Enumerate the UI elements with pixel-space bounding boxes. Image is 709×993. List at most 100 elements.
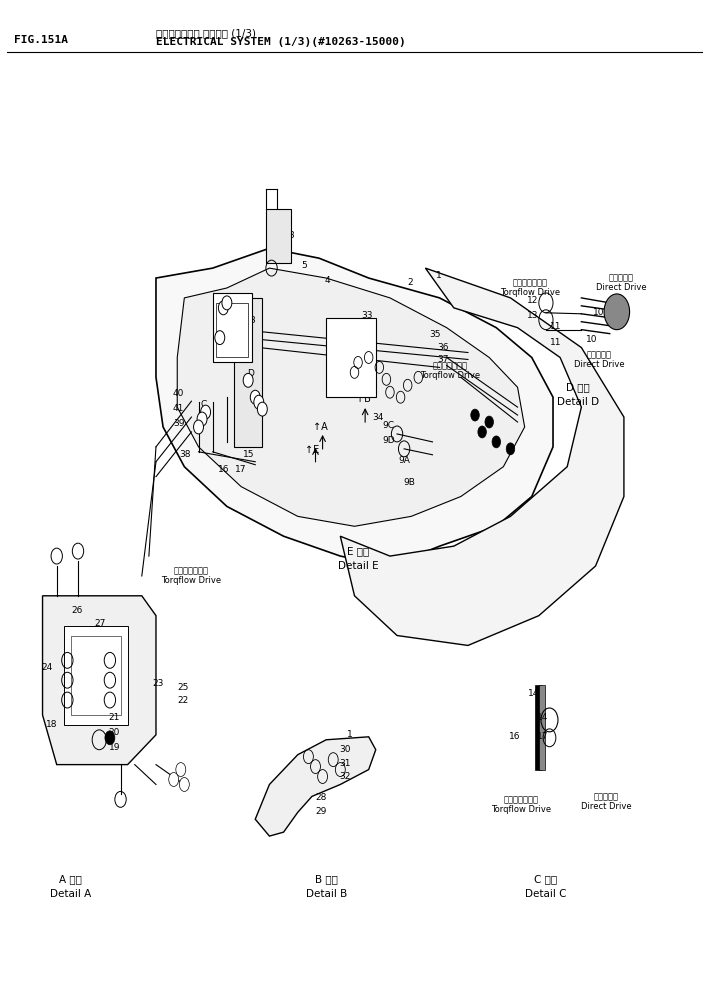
Text: Direct Drive: Direct Drive [581,801,632,811]
Bar [213,293,252,362]
Text: D 詳細: D 詳細 [566,382,590,392]
Text: 41: 41 [173,403,184,413]
Text: クラッチ式: クラッチ式 [608,273,634,283]
Text: 16: 16 [218,465,230,475]
Circle shape [506,443,515,455]
Text: ↑A: ↑A [313,422,328,432]
Text: Detail D: Detail D [557,397,599,407]
Circle shape [218,301,228,315]
Text: 11: 11 [550,338,562,348]
Text: 24: 24 [41,662,52,672]
Circle shape [179,778,189,791]
Text: 1: 1 [436,270,442,280]
Text: Torqflow Drive: Torqflow Drive [420,370,480,380]
Circle shape [194,420,203,434]
Text: ↑E: ↑E [305,445,319,455]
Circle shape [250,390,260,404]
Text: ↑B: ↑B [356,394,370,404]
Text: 34: 34 [372,412,384,422]
Text: 11: 11 [550,322,562,332]
Bar [326,318,376,397]
Circle shape [215,331,225,345]
Text: 10: 10 [593,308,604,318]
Text: 3: 3 [289,230,294,240]
Text: 17: 17 [235,465,247,475]
Bar [71,636,121,715]
Text: 21: 21 [108,713,120,723]
Circle shape [604,294,630,330]
Text: 22: 22 [177,695,189,705]
Text: 17: 17 [537,732,548,742]
Text: Direct Drive: Direct Drive [596,283,647,293]
Bar [535,685,541,770]
Text: Detail E: Detail E [337,561,379,571]
Circle shape [485,416,493,428]
Text: A 詳細: A 詳細 [60,874,82,884]
Circle shape [492,436,501,448]
Circle shape [105,731,115,745]
Text: 23: 23 [152,678,164,688]
Text: 40: 40 [173,388,184,398]
Text: Torqflow Drive: Torqflow Drive [491,804,551,814]
Text: トルクフロー式: トルクフロー式 [432,360,468,370]
Text: 14: 14 [528,688,540,698]
Polygon shape [156,248,553,566]
Text: 35: 35 [430,330,441,340]
Text: 9: 9 [227,344,233,354]
Polygon shape [340,268,624,645]
Bar [234,298,262,447]
Text: Torqflow Drive: Torqflow Drive [501,288,560,298]
Circle shape [478,426,486,438]
Text: 1: 1 [347,730,353,740]
Text: 38: 38 [179,450,191,460]
Text: Detail A: Detail A [50,889,91,899]
Text: 2: 2 [408,277,413,287]
Circle shape [169,773,179,786]
Polygon shape [255,737,376,836]
Text: 5: 5 [301,260,307,270]
Text: B 詳細: B 詳細 [315,874,337,884]
Text: トルクフロー式: トルクフロー式 [513,278,548,288]
Text: 4: 4 [325,275,330,285]
Circle shape [243,373,253,387]
Bar [216,303,248,357]
Text: E 詳細: E 詳細 [347,546,369,556]
Text: トルクフロー式: トルクフロー式 [174,566,209,576]
Text: 29: 29 [316,806,327,816]
Text: クラッチ式: クラッチ式 [586,350,612,359]
Circle shape [471,409,479,421]
Bar [266,209,291,263]
Text: Detail B: Detail B [306,889,347,899]
Text: 10: 10 [586,335,597,345]
Text: 9D: 9D [383,436,396,446]
Text: 8: 8 [227,329,233,339]
Text: 16: 16 [509,732,520,742]
Text: 9C: 9C [383,421,395,431]
Text: 9A: 9A [398,456,411,466]
Bar [64,626,128,725]
Text: 36: 36 [437,343,449,353]
Text: 15: 15 [242,450,254,460]
Circle shape [222,296,232,310]
Text: 13: 13 [527,311,538,321]
Text: 37: 37 [437,355,449,364]
Text: FIG.151A: FIG.151A [14,35,68,45]
Text: D: D [247,368,254,378]
Text: トルクフロー式: トルクフロー式 [503,794,539,804]
Text: 27: 27 [94,619,106,629]
Circle shape [254,395,264,409]
Text: 12: 12 [527,296,538,306]
Polygon shape [177,268,525,526]
Text: 33: 33 [362,311,373,321]
Text: クラッチ式: クラッチ式 [593,791,619,801]
Text: 25: 25 [177,682,189,692]
Text: 6: 6 [227,299,233,309]
Text: 9B: 9B [403,478,415,488]
Circle shape [176,763,186,777]
Text: 28: 28 [316,792,327,802]
Text: 30: 30 [339,745,350,755]
Text: 39: 39 [173,418,184,428]
Text: Torqflow Drive: Torqflow Drive [162,576,221,586]
Text: 7: 7 [227,314,233,324]
Text: 31: 31 [339,759,350,769]
